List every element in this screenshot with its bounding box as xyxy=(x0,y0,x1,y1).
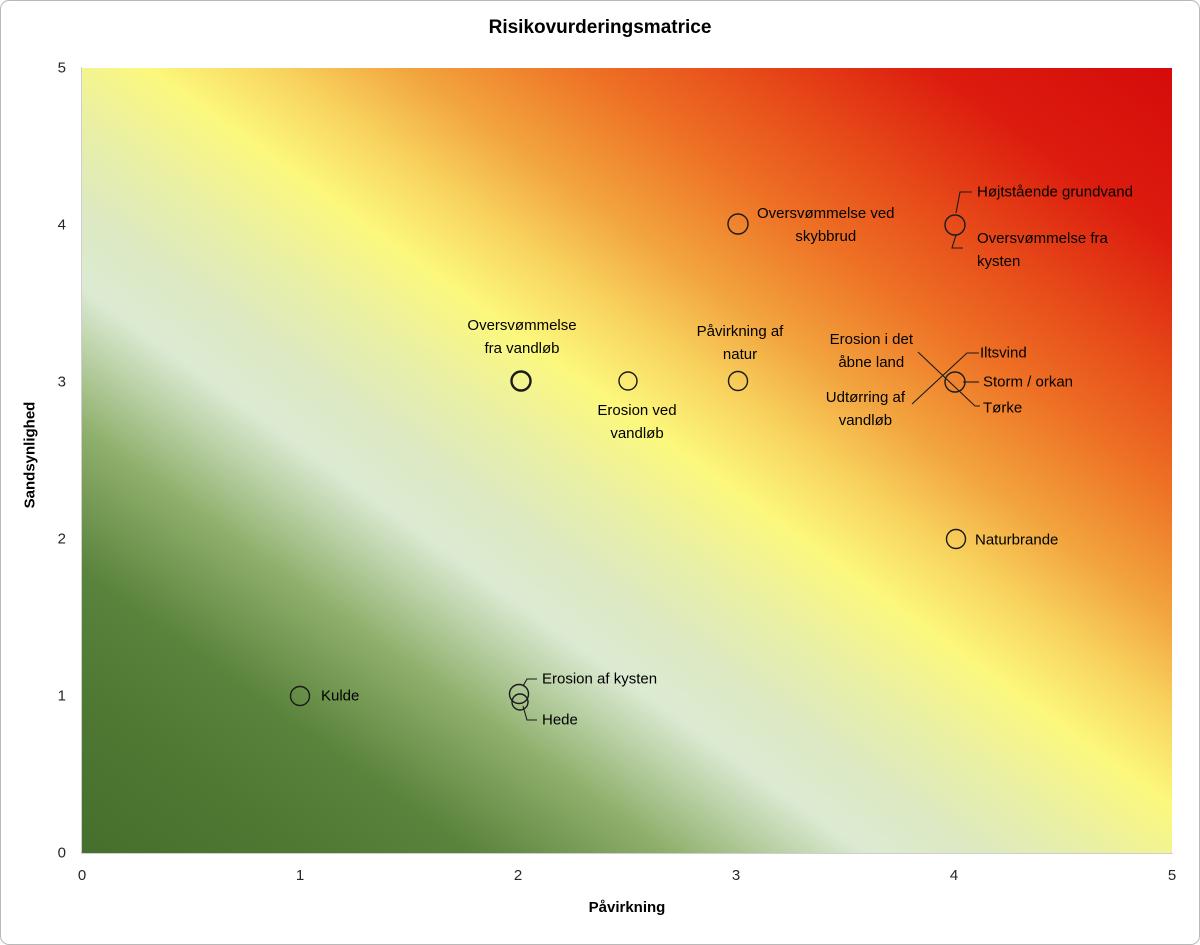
x-tick-label-2: 2 xyxy=(513,867,523,884)
y-axis-line xyxy=(81,67,82,854)
x-tick-label-4: 4 xyxy=(949,867,959,884)
plot-area[interactable] xyxy=(82,68,1172,853)
chart-title: Risikovurderingsmatrice xyxy=(488,17,712,38)
y-tick-label-1: 1 xyxy=(57,687,66,705)
y-tick-label-4: 4 xyxy=(57,216,66,234)
y-tick-label-5: 5 xyxy=(57,59,66,77)
y-tick-label-0: 0 xyxy=(57,844,66,862)
y-axis-title: Sandsynlighed xyxy=(21,401,39,509)
x-tick-label-5: 5 xyxy=(1167,867,1177,884)
y-tick-label-3: 3 xyxy=(57,373,66,391)
x-tick-label-3: 3 xyxy=(731,867,741,884)
y-tick-label-2: 2 xyxy=(57,530,66,548)
x-axis-line xyxy=(81,853,1173,854)
x-tick-label-1: 1 xyxy=(295,867,305,884)
x-axis-title: Påvirkning xyxy=(588,899,666,916)
x-tick-label-0: 0 xyxy=(77,867,87,884)
